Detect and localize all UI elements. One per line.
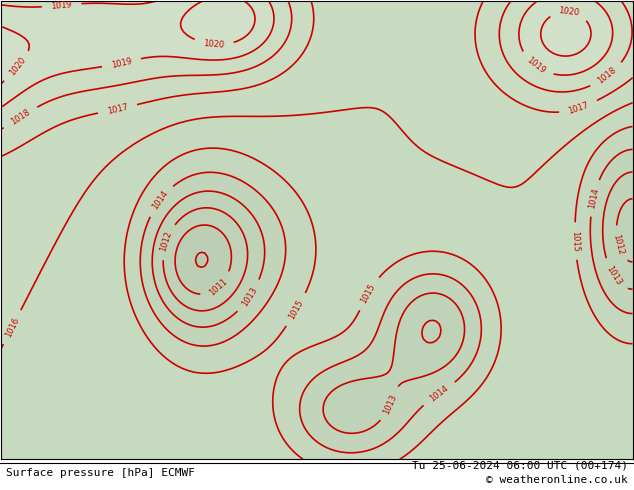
Text: 1011: 1011 bbox=[207, 277, 229, 297]
Text: 1013: 1013 bbox=[604, 265, 623, 287]
Text: 1018: 1018 bbox=[9, 108, 32, 127]
Text: 1020: 1020 bbox=[203, 39, 225, 49]
Text: 1019: 1019 bbox=[525, 56, 547, 76]
Text: 1017: 1017 bbox=[107, 102, 129, 116]
Text: 1018: 1018 bbox=[596, 66, 618, 86]
Text: 1016: 1016 bbox=[3, 316, 21, 339]
Text: 1015: 1015 bbox=[359, 282, 377, 305]
Text: 1017: 1017 bbox=[567, 100, 590, 116]
Text: 1020: 1020 bbox=[558, 6, 580, 18]
Text: © weatheronline.co.uk: © weatheronline.co.uk bbox=[486, 475, 628, 485]
Text: 1014: 1014 bbox=[150, 189, 170, 212]
Text: 1013: 1013 bbox=[240, 285, 259, 308]
Text: 1012: 1012 bbox=[611, 233, 625, 255]
Text: 1019: 1019 bbox=[51, 0, 72, 11]
Text: 1014: 1014 bbox=[428, 384, 450, 404]
Text: 1015: 1015 bbox=[570, 230, 580, 252]
Text: 1013: 1013 bbox=[382, 392, 399, 416]
Text: 1019: 1019 bbox=[110, 56, 133, 70]
Text: Surface pressure [hPa] ECMWF: Surface pressure [hPa] ECMWF bbox=[6, 468, 195, 478]
Text: 1020: 1020 bbox=[7, 55, 27, 77]
Text: 1014: 1014 bbox=[587, 187, 600, 209]
Text: Tu 25-06-2024 06:00 UTC (00+174): Tu 25-06-2024 06:00 UTC (00+174) bbox=[411, 461, 628, 470]
Text: 1015: 1015 bbox=[287, 298, 306, 321]
Text: 1012: 1012 bbox=[159, 230, 174, 253]
